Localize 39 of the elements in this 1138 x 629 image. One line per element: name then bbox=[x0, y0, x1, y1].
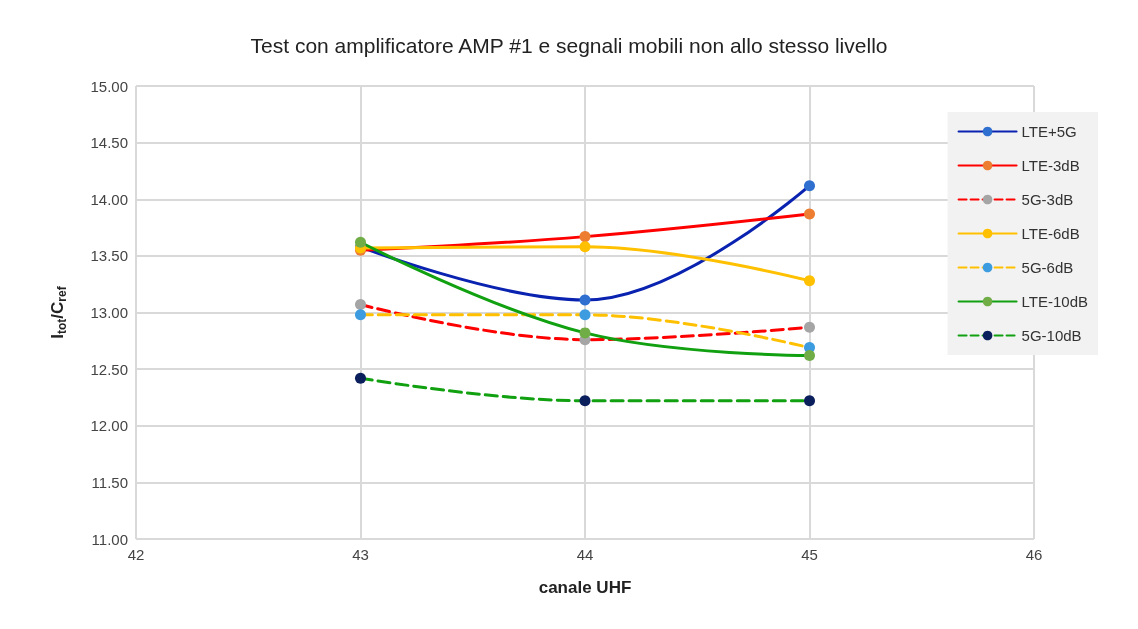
y-tick-label: 12.50 bbox=[90, 360, 128, 378]
point bbox=[579, 231, 591, 243]
x-tick-label: 46 bbox=[1025, 546, 1043, 563]
y-tick-label: 11.50 bbox=[91, 473, 128, 491]
point bbox=[579, 241, 591, 253]
point bbox=[804, 275, 815, 287]
chart-title: Test con amplificatore AMP #1 e segnali mobili non allo stesso livello bbox=[250, 34, 888, 57]
x-tick-label: 42 bbox=[127, 546, 145, 563]
x-tick-label: 43 bbox=[352, 546, 369, 563]
point bbox=[355, 299, 366, 311]
x-tick-label: 45 bbox=[801, 546, 818, 563]
y-tick-label: 13.00 bbox=[90, 304, 128, 321]
legend-label: 5G-6dB bbox=[1021, 259, 1074, 276]
legend-label: LTE-3dB bbox=[1021, 157, 1080, 174]
legend-label: LTE-10dB bbox=[1021, 293, 1089, 310]
point bbox=[579, 309, 591, 321]
point bbox=[355, 236, 366, 248]
y-tick-label: 13.50 bbox=[90, 247, 128, 265]
point bbox=[579, 327, 591, 339]
y-tick-label: 12.00 bbox=[90, 417, 128, 435]
legend-label: LTE-6dB bbox=[1021, 225, 1080, 242]
legend-label: 5G-3dB bbox=[1021, 191, 1074, 208]
point bbox=[355, 372, 366, 384]
point bbox=[355, 309, 366, 321]
x-axis-title: canale UHF bbox=[538, 578, 632, 597]
point bbox=[579, 294, 591, 306]
point bbox=[804, 180, 815, 192]
x-tick-label: 44 bbox=[576, 546, 594, 563]
point bbox=[804, 395, 815, 407]
legend-label: 5G-10dB bbox=[1021, 327, 1082, 344]
y-tick-label: 14.50 bbox=[90, 134, 128, 152]
legend-label: LTE+5G bbox=[1021, 123, 1077, 140]
y-tick-label: 14.00 bbox=[90, 190, 128, 208]
point bbox=[579, 395, 591, 407]
y-tick-label: 11.00 bbox=[91, 530, 128, 548]
point bbox=[804, 321, 815, 333]
point bbox=[804, 350, 815, 362]
y-tick-label: 15.00 bbox=[90, 77, 128, 95]
point bbox=[804, 208, 815, 220]
